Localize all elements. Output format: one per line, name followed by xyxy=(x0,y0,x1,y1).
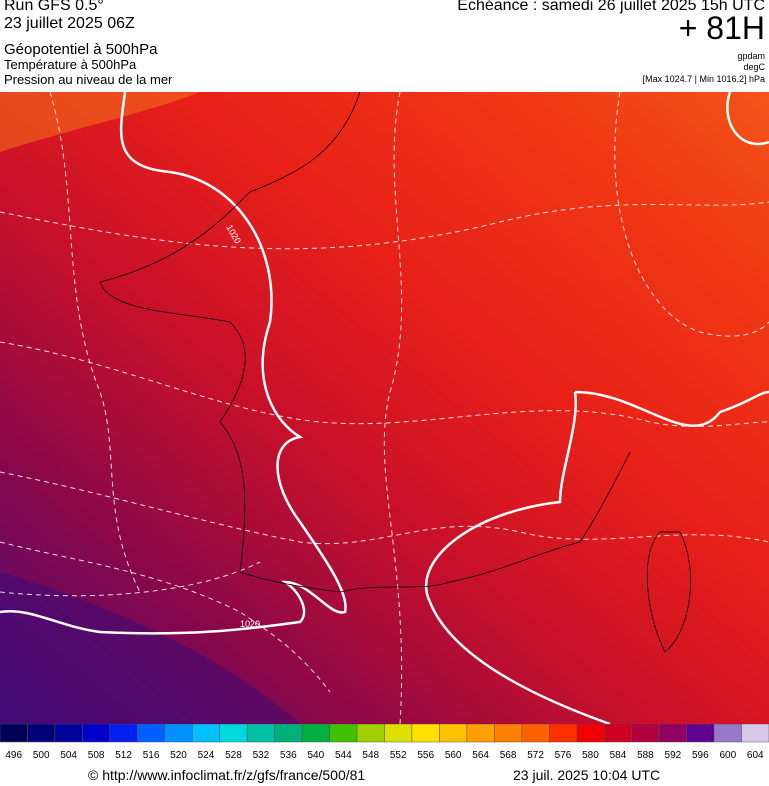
unit: gpdam xyxy=(737,51,765,61)
colorbar-swatch xyxy=(439,724,468,743)
colorbar-label: 600 xyxy=(719,750,736,761)
colorbar-swatch xyxy=(356,724,385,743)
colorbar-label: 536 xyxy=(280,750,297,761)
colorbar-swatch xyxy=(713,724,742,743)
colorbar-label: 568 xyxy=(500,750,517,761)
colorbar-swatch xyxy=(466,724,495,743)
unit: degC xyxy=(743,62,765,72)
colorbar-label: 516 xyxy=(143,750,160,761)
colorbar-swatch xyxy=(27,724,56,743)
colorbar-label: 508 xyxy=(88,750,105,761)
colorbar-swatch xyxy=(82,724,111,743)
lead-time: + 81H xyxy=(678,10,765,46)
field-label: Pression au niveau de la mer xyxy=(4,72,173,87)
contour xyxy=(0,92,769,724)
run-date: 23 juillet 2025 06Z xyxy=(4,15,135,32)
colorbar-label: 592 xyxy=(665,750,682,761)
range: [Max 1024.7 | Min 1016.2] hPa xyxy=(642,74,765,84)
isobar xyxy=(0,92,769,724)
colorbar-swatch xyxy=(219,724,248,743)
colorbar-swatch xyxy=(192,724,220,743)
field-label: Géopotentiel à 500hPa xyxy=(4,41,158,58)
colorbar-swatch xyxy=(109,724,138,743)
colorbar-swatch xyxy=(658,724,687,743)
map: 1020 1020 xyxy=(0,92,769,724)
colorbar-swatch xyxy=(686,724,715,743)
colorbar-label: 532 xyxy=(253,750,270,761)
field-label: Température à 500hPa xyxy=(4,57,137,72)
colorbar-label: 576 xyxy=(555,750,572,761)
colorbar-label: 504 xyxy=(60,750,77,761)
field xyxy=(0,572,300,724)
colorbar-swatch xyxy=(54,724,83,743)
footer-stamp: 23 juil. 2025 10:04 UTC xyxy=(513,767,661,783)
colorbar-swatch xyxy=(576,724,605,743)
colorbar-swatch xyxy=(741,724,769,743)
colorbar-swatch xyxy=(384,724,413,743)
echeance: Echéance : samedi 26 juillet 2025 15h UT… xyxy=(457,0,765,14)
contour-label: 1020 xyxy=(240,619,260,629)
colorbar-swatch xyxy=(329,724,358,743)
colorbar-label: 556 xyxy=(417,750,434,761)
colorbar-label: 520 xyxy=(170,750,187,761)
colorbar-swatch xyxy=(0,724,28,743)
colorbar-swatch xyxy=(549,724,577,743)
colorbar-label: 572 xyxy=(527,750,544,761)
colorbar-label: 512 xyxy=(115,750,132,761)
colorbar-swatch xyxy=(137,724,166,743)
colorbar-label: 560 xyxy=(445,750,462,761)
colorbar: 496 500 504 508 512 516 520 524 528 532 536 540 544 5… xyxy=(0,724,769,761)
coastline xyxy=(99,92,691,653)
footer-url: © http://www.infoclimat.fr/z/gfs/france/… xyxy=(88,767,366,783)
colorbar-swatch xyxy=(411,724,440,743)
colorbar-label: 524 xyxy=(198,750,215,761)
colorbar-swatch xyxy=(301,724,330,743)
colorbar-swatch xyxy=(631,724,660,743)
colorbar-swatch xyxy=(494,724,523,743)
run-label: Run GFS 0.5° xyxy=(4,0,104,14)
colorbar-label: 548 xyxy=(362,750,379,761)
colorbar-label: 496 xyxy=(5,750,22,761)
colorbar-label: 604 xyxy=(747,750,764,761)
colorbar-label: 588 xyxy=(637,750,654,761)
colorbar-swatch xyxy=(521,724,550,743)
colorbar-swatch xyxy=(246,724,275,743)
colorbar-label: 544 xyxy=(335,750,352,761)
colorbar-swatch xyxy=(164,724,193,743)
colorbar-label: 596 xyxy=(692,750,709,761)
colorbar-label: 564 xyxy=(472,750,489,761)
colorbar-label: 552 xyxy=(390,750,407,761)
colorbar-swatch xyxy=(274,724,303,743)
colorbar-label: 584 xyxy=(610,750,627,761)
colorbar-label: 580 xyxy=(582,750,599,761)
colorbar-label: 500 xyxy=(33,750,50,761)
field xyxy=(0,92,200,152)
colorbar-label: 540 xyxy=(307,750,324,761)
colorbar-swatch xyxy=(603,724,632,743)
colorbar-label: 528 xyxy=(225,750,242,761)
